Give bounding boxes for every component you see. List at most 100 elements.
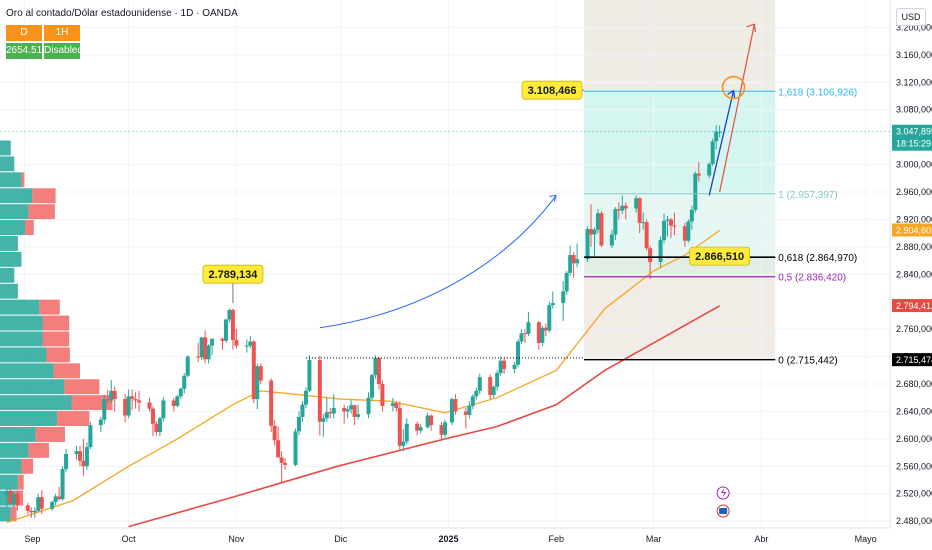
candle-body	[98, 419, 103, 426]
price-axis-tick: 3.160,000	[896, 50, 932, 60]
price-axis-tick: 3.200,000	[896, 22, 932, 32]
candle-body	[196, 356, 201, 358]
price-axis-marker	[892, 124, 932, 151]
volume-profile-up-bar	[0, 140, 11, 156]
volume-profile-up-bar	[0, 283, 18, 299]
candle-body	[178, 388, 183, 397]
candle-body	[331, 408, 336, 414]
candle-body	[634, 198, 639, 209]
candle-body	[644, 222, 649, 249]
candle-body	[321, 418, 326, 422]
volume-profile-up-bar	[0, 188, 33, 204]
curved-trend-arrow	[319, 195, 557, 329]
volume-profile-down-bar	[46, 347, 70, 363]
candle-body	[717, 131, 722, 133]
timeframe-1h-badge[interactable]: 1H	[44, 25, 80, 41]
candle-body	[425, 415, 430, 428]
candle-body	[147, 402, 152, 409]
candle-body	[526, 322, 531, 334]
candle-body	[356, 414, 361, 417]
currency-button[interactable]: USD	[896, 8, 926, 26]
candle-body	[154, 423, 159, 432]
candle-body	[300, 404, 305, 417]
candle-body	[568, 255, 573, 273]
candle-body	[714, 131, 719, 142]
candle-body	[88, 425, 93, 448]
volume-profile-up-bar	[0, 474, 18, 490]
candle-body	[453, 399, 458, 412]
candle-body	[488, 377, 493, 395]
volume-profile-up-bar	[0, 204, 29, 220]
candle-body	[516, 341, 521, 365]
volume-profile-up-bar	[0, 363, 54, 379]
candle-body	[84, 447, 89, 467]
candle-body	[251, 341, 256, 400]
fib-level-label: 1 (2.957,397)	[778, 190, 838, 201]
candle-body	[8, 490, 13, 504]
candle-body	[32, 510, 37, 513]
curved-arrow-head	[549, 194, 557, 202]
price-axis-tick: 2.680,000	[896, 379, 932, 389]
candle-body	[74, 451, 79, 454]
price-axis-marker-text: 2.904,601	[896, 225, 932, 235]
timeframe-d-badge[interactable]: D	[6, 25, 42, 41]
projection-zone-top	[584, 0, 776, 91]
volume-profile-up-bar	[0, 267, 15, 283]
candle-body	[77, 451, 82, 461]
time-axis-label: Abr	[754, 534, 768, 544]
candle-body	[123, 399, 128, 416]
candle-body	[637, 198, 642, 223]
volume-profile-down-bar	[28, 204, 55, 220]
volume-profile-up-bar	[0, 379, 65, 395]
price-axis-tick: 2.880,000	[896, 242, 932, 252]
candle-body	[199, 337, 204, 358]
symbol-title[interactable]: Oro al contado/Dólar estadounidense · 1D…	[6, 8, 238, 19]
volume-profile-up-bar	[0, 315, 43, 331]
volume-profile-up-bar	[0, 331, 43, 347]
candle-body	[470, 396, 475, 406]
candle-body	[15, 493, 20, 506]
candle-body	[324, 412, 329, 419]
volume-profile-down-bar	[25, 220, 34, 235]
candle-body	[81, 460, 86, 467]
candle-body	[342, 408, 347, 412]
candle-body	[467, 405, 472, 415]
candle-body	[53, 496, 58, 502]
candle-body	[223, 319, 228, 341]
candle-body	[50, 501, 55, 509]
candle-body	[620, 205, 625, 211]
price-callout-box	[202, 264, 264, 284]
time-axis-label: Dic	[334, 534, 347, 544]
candle-body	[60, 469, 65, 500]
candle-body	[328, 412, 333, 414]
countdown-text: 18:15:29	[896, 139, 931, 149]
ema-slow-line	[128, 305, 720, 528]
candle-body	[366, 397, 371, 415]
indicator-status-badge[interactable]: Disabled	[44, 43, 83, 59]
candle-body	[57, 496, 62, 500]
candle-body	[272, 425, 277, 441]
candle-body	[206, 345, 211, 360]
candle-body	[102, 399, 107, 420]
candle-body	[133, 399, 138, 401]
candle-body	[373, 357, 378, 376]
volume-profile-down-bar	[57, 411, 90, 426]
candle-body	[349, 405, 354, 410]
candle-body	[439, 425, 444, 435]
volume-profile-up-bar	[0, 458, 22, 474]
candle-body	[415, 423, 420, 431]
candle-body	[463, 411, 468, 415]
candle-body	[648, 248, 653, 262]
volume-profile-up-bar	[0, 427, 36, 442]
candle-body	[564, 272, 569, 292]
price-axis[interactable]	[890, 0, 932, 550]
candle-body	[693, 173, 698, 210]
time-axis[interactable]	[0, 528, 932, 550]
volume-profile-down-bar	[32, 188, 56, 204]
candle-body	[130, 396, 135, 400]
projection-arrow-blue	[708, 90, 735, 196]
candle-body	[220, 338, 225, 341]
candle-body	[279, 457, 284, 463]
candle-body	[105, 399, 110, 401]
